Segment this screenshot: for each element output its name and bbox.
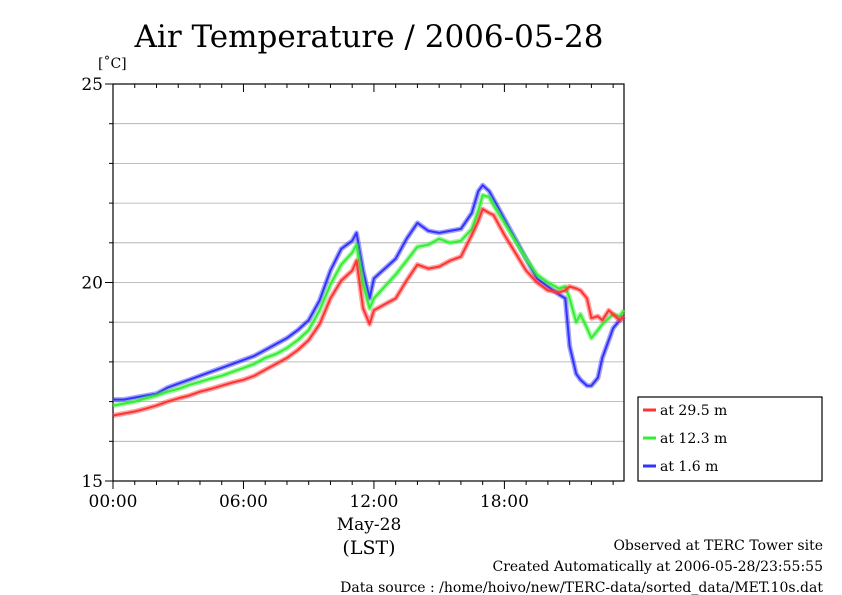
legend-item-1-6m: at 1.6 m [643,459,718,475]
footer-created: Created Automatically at 2006-05-28/23:5… [492,559,823,575]
y-tick-label: 20 [81,274,103,294]
x-axis-date-label: May-28 [337,515,402,535]
series-line [113,184,625,401]
grid-lines [113,123,624,442]
series-line [112,194,625,407]
series-line [112,208,625,417]
series-halo [112,192,627,409]
x-tick-label: 00:00 [89,492,138,512]
footer-source: Data source : /home/hoivo/new/TERC-data/… [340,580,823,595]
x-tick-label: 18:00 [480,492,529,512]
chart-title: Air Temperature / 2006-05-28 [134,19,604,55]
legend-item-12-3m: at 12.3 m [643,431,727,447]
footer-site: Observed at TERC Tower site [613,538,823,554]
series-lines [112,182,627,418]
legend-label-12-3m: at 12.3 m [660,431,727,447]
y-axis-unit: [˚C] [98,55,127,72]
legend-label-1-6m: at 1.6 m [660,459,718,475]
x-axis-ticks: 00:00 06:00 12:00 18:00 [89,84,614,512]
x-tick-label: 06:00 [219,492,268,512]
y-axis-ticks: 15 20 25 [81,75,113,492]
legend-box [637,396,823,482]
x-axis-timezone-label: (LST) [342,537,395,559]
legend: at 29.5 m at 12.3 m at 1.6 m [637,396,823,482]
y-tick-label: 15 [81,472,103,492]
legend-label-29-5m: at 29.5 m [660,403,727,419]
y-tick-label: 25 [81,75,103,95]
legend-item-29-5m: at 29.5 m [643,403,727,419]
x-tick-label: 12:00 [349,492,398,512]
